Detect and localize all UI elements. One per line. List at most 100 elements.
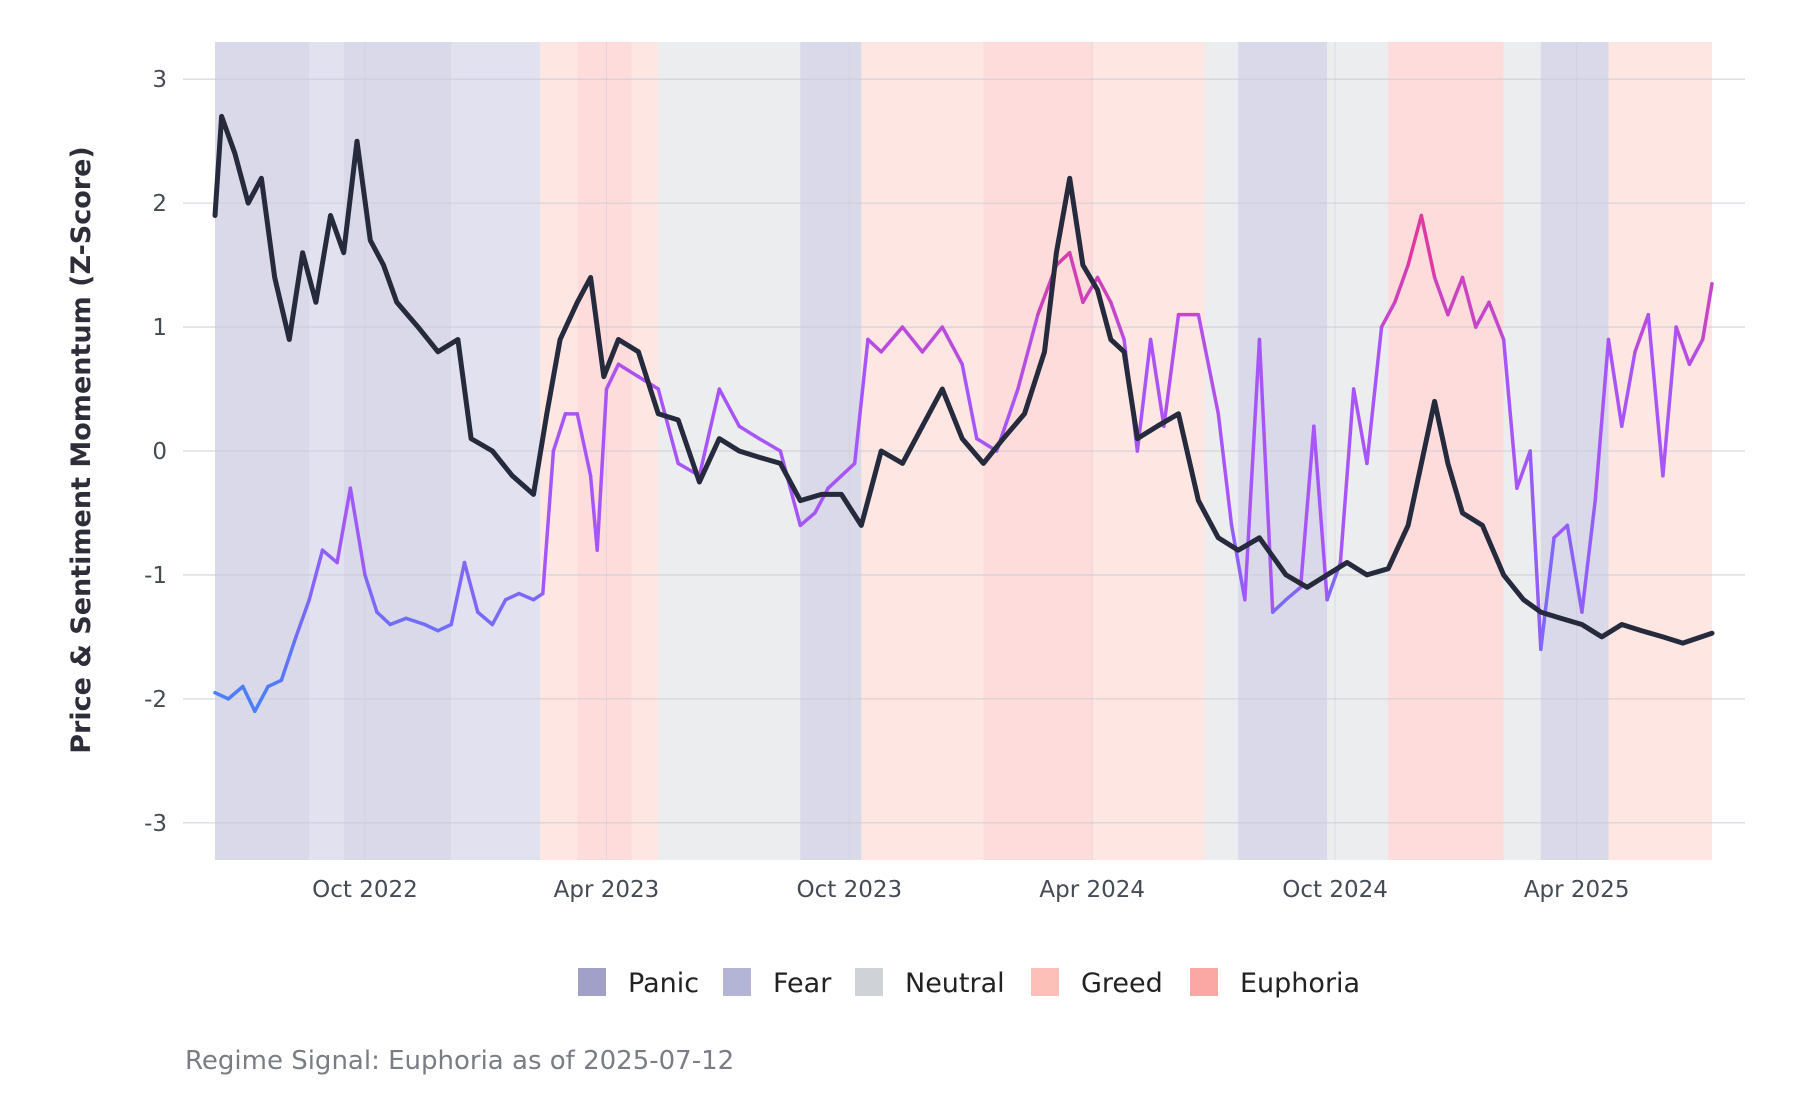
- sentiment-line-segment: [1633, 312, 1651, 354]
- sentiment-line-segment: [1646, 312, 1665, 478]
- sentiment-line-segment: [1095, 275, 1113, 305]
- sentiment-line-segment: [1700, 281, 1714, 342]
- legend-label-greed: Greed: [1081, 968, 1163, 999]
- sentiment-line-segment: [1674, 325, 1692, 366]
- y-tick-label: -2: [144, 687, 167, 713]
- sentiment-line-segment: [226, 684, 245, 701]
- sentiment-line-segment: [595, 387, 609, 552]
- x-tick-label: Oct 2023: [797, 877, 903, 903]
- sentiment-line-segment: [1338, 387, 1356, 565]
- sentiment-line-segment: [462, 560, 480, 614]
- sentiment-line-segment: [1487, 300, 1506, 342]
- x-tick-label: Apr 2025: [1524, 877, 1630, 903]
- sentiment-line-segment: [213, 690, 231, 701]
- legend-label-panic: Panic: [628, 968, 699, 999]
- sentiment-line-segment: [960, 362, 979, 441]
- sentiment-line-segment: [1135, 337, 1153, 453]
- sentiment-line-segment: [1620, 350, 1637, 428]
- sentiment-line-segment: [1257, 337, 1275, 614]
- sentiment-line-segment: [1432, 275, 1450, 317]
- gridlines: [183, 42, 1745, 860]
- sentiment-line-segment: [1539, 536, 1556, 652]
- sentiment-line-segment: [1270, 597, 1288, 614]
- sentiment-line-segment: [757, 436, 783, 453]
- sentiment-line-segment: [1446, 275, 1465, 317]
- sentiment-line-segment: [1148, 337, 1166, 428]
- sentiment-line-segment: [778, 449, 803, 528]
- sentiment-line-segment: [1312, 424, 1329, 602]
- sentiment-line-segment: [656, 387, 680, 466]
- sentiment-line-segment: [541, 449, 556, 596]
- sentiment-line-segment: [1552, 523, 1570, 540]
- sentiment-line-segment: [940, 325, 964, 366]
- legend-swatch-euphoria: [1190, 968, 1218, 996]
- x-tick-label: Apr 2023: [554, 877, 660, 903]
- y-tick-label: 1: [152, 315, 167, 341]
- caption: Regime Signal: Euphoria as of 2025-07-12: [185, 1046, 734, 1076]
- sentiment-line-segment: [551, 412, 568, 453]
- sentiment-line-segment: [490, 597, 508, 627]
- sentiment-line-segment: [1501, 337, 1519, 490]
- sentiment-line-segment: [279, 635, 298, 683]
- x-tick-label: Oct 2022: [312, 877, 418, 903]
- sentiment-line-segment: [517, 591, 536, 602]
- sentiment-line-segment: [697, 387, 722, 478]
- sentiment-line-segment: [852, 337, 870, 466]
- sentiment-line-segment: [404, 616, 427, 627]
- legend-swatch-fear: [723, 968, 751, 996]
- sentiment-line-segment: [531, 591, 545, 602]
- sentiment-line-segment: [503, 591, 521, 602]
- sentiment-line-segment: [826, 474, 844, 490]
- sentiment-line-segment: [476, 610, 495, 627]
- sentiment-line-segment: [266, 678, 284, 689]
- sentiment-line-segment: [1565, 523, 1584, 614]
- sentiment-line-segment: [1067, 250, 1085, 305]
- y-tick-label: -1: [144, 563, 167, 589]
- sentiment-line-segment: [900, 325, 925, 354]
- y-tick-label: -3: [144, 811, 167, 837]
- sentiment-line-segment: [1229, 523, 1247, 602]
- legend-label-euphoria: Euphoria: [1240, 968, 1360, 999]
- sentiment-line-segment: [294, 597, 311, 639]
- x-tick-labels: Oct 2022 Apr 2023 Oct 2023 Apr 2024 Oct 2024…: [312, 877, 1629, 903]
- series-lines: [212, 113, 1715, 714]
- y-tick-label: 0: [152, 439, 167, 465]
- sentiment-line-segment: [1379, 300, 1397, 329]
- sentiment-line-segment: [1351, 387, 1369, 466]
- legend-label-fear: Fear: [773, 968, 832, 999]
- sentiment-line-segment: [449, 560, 467, 627]
- sentiment-line-segment: [1406, 213, 1424, 267]
- sentiment-line-segment: [588, 474, 599, 552]
- sentiment-line-segment: [1580, 498, 1597, 614]
- y-tick-label: 3: [152, 67, 167, 93]
- sentiment-line-segment: [1515, 449, 1532, 490]
- x-tick-label: Apr 2024: [1039, 877, 1145, 903]
- sentiment-line-segment: [1661, 325, 1678, 478]
- sentiment-line-segment: [575, 412, 593, 478]
- sentiment-line-segment: [920, 325, 945, 354]
- sentiment-line-segment: [348, 486, 367, 577]
- sentiment-line-segment: [1016, 312, 1040, 391]
- sentiment-line-segment: [1393, 263, 1410, 305]
- sentiment-line-segment: [879, 325, 905, 354]
- sentiment-line-segment: [375, 610, 392, 627]
- legend-swatch-panic: [578, 968, 606, 996]
- sentiment-line-segment: [422, 622, 440, 633]
- sentiment-line-segment: [1216, 412, 1234, 528]
- sentiment-line-segment: [1687, 337, 1705, 366]
- sentiment-line-segment: [1528, 449, 1543, 652]
- legend-label-neutral: Neutral: [905, 968, 1005, 999]
- sentiment-line-segment: [604, 362, 621, 391]
- y-tick-label: 2: [152, 191, 167, 217]
- sentiment-line-segment: [436, 622, 453, 633]
- sentiment-line-segment: [335, 486, 353, 565]
- sentiment-line-segment: [1054, 250, 1072, 267]
- sentiment-line-segment: [307, 548, 325, 602]
- sentiment-line-segment: [1593, 337, 1611, 503]
- sentiment-line-segment: [363, 573, 379, 614]
- sentiment-line-segment: [616, 362, 641, 379]
- sentiment-line-segment: [1298, 424, 1316, 590]
- sentiment-line-segment: [1162, 312, 1181, 428]
- sentiment-line-segment: [737, 424, 761, 441]
